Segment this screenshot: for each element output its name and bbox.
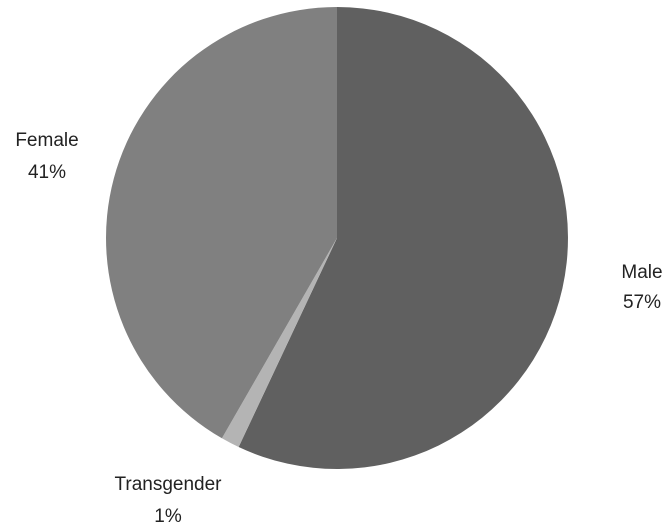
slice-male [238,7,568,469]
label-female-value: 41% [28,162,66,183]
label-transgender: Transgender 1% [114,474,222,527]
label-male-value: 57% [623,292,661,313]
label-female-name: Female [15,130,78,151]
label-female: Female 41% [15,130,78,183]
slice-female [106,7,338,439]
label-male-name: Male [621,262,662,283]
label-transgender-value: 1% [154,506,182,527]
slice-transgender [221,238,337,448]
label-male: Male 57% [621,262,662,313]
label-transgender-name: Transgender [114,474,222,495]
pie-slices [106,7,568,469]
